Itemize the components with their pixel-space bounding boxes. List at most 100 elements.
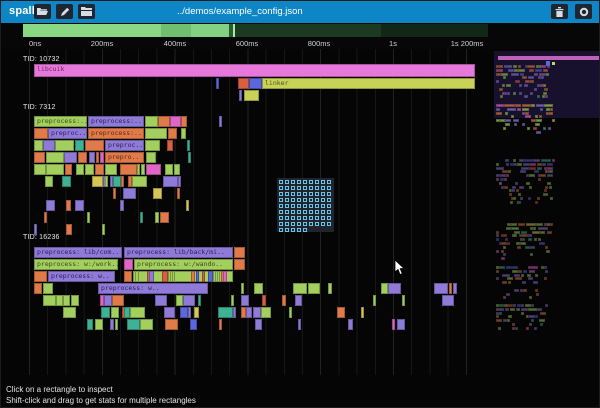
flame[interactable] [433, 283, 448, 294]
flame-bar[interactable]: linker [262, 78, 475, 89]
flame[interactable] [397, 319, 405, 330]
minimap[interactable] [542, 68, 548, 72]
flame[interactable] [154, 295, 168, 306]
minimap[interactable] [518, 68, 525, 72]
minimap[interactable] [520, 242, 527, 245]
flame[interactable] [113, 176, 122, 187]
minimap[interactable] [529, 80, 535, 84]
minimap[interactable] [515, 104, 522, 107]
minimap[interactable] [546, 162, 553, 166]
minimap[interactable] [507, 304, 513, 307]
flame-bar[interactable]: prepro.. [105, 152, 144, 163]
flame-bar[interactable] [244, 90, 259, 101]
flame-bar[interactable] [145, 116, 158, 127]
flame[interactable] [45, 152, 64, 163]
minimap[interactable] [512, 91, 516, 95]
flame-bar[interactable] [181, 128, 186, 139]
flame[interactable] [347, 319, 354, 330]
flame-bar[interactable] [234, 247, 245, 258]
flame[interactable] [86, 319, 93, 330]
minimap[interactable] [499, 119, 505, 123]
minimap[interactable] [498, 311, 503, 315]
minimap[interactable] [547, 230, 553, 234]
minimap[interactable] [536, 197, 540, 200]
flame-bar[interactable] [170, 116, 181, 127]
flame-bar[interactable]: preprocess:.. [34, 116, 87, 127]
minimap[interactable] [548, 111, 553, 115]
minimap[interactable] [545, 269, 549, 273]
minimap[interactable] [521, 107, 530, 111]
flamegraph-canvas[interactable]: TID: 10732 TID: 7312 TID: 16236 libcuik link… [1, 49, 599, 379]
minimap[interactable] [529, 253, 533, 257]
minimap[interactable] [518, 91, 523, 95]
minimap[interactable] [518, 185, 524, 189]
minimap[interactable] [530, 162, 537, 166]
flame[interactable] [42, 295, 56, 306]
minimap[interactable] [501, 84, 506, 87]
flame[interactable] [246, 307, 253, 318]
flame[interactable] [381, 283, 388, 294]
minimap[interactable] [518, 200, 522, 204]
minimap[interactable] [544, 166, 548, 170]
minimap[interactable] [543, 91, 548, 95]
minimap[interactable] [498, 242, 502, 245]
minimap[interactable] [524, 115, 532, 119]
minimap[interactable] [521, 304, 525, 307]
minimap[interactable] [531, 104, 536, 107]
minimap[interactable] [524, 111, 529, 115]
minimap[interactable] [520, 170, 526, 174]
flame[interactable] [153, 188, 162, 199]
minimap[interactable] [516, 107, 522, 111]
minimap[interactable] [530, 319, 535, 323]
minimap[interactable] [537, 174, 541, 178]
minimap[interactable] [528, 68, 532, 72]
flame-bar[interactable]: preprocess: lib/back/mi.. [124, 247, 233, 258]
flame[interactable] [61, 176, 71, 187]
flame[interactable] [241, 307, 246, 318]
minimap[interactable] [498, 266, 506, 269]
minimap[interactable] [537, 84, 541, 87]
minimap[interactable] [538, 242, 545, 245]
minimap[interactable] [543, 84, 547, 87]
flame[interactable] [218, 307, 233, 318]
minimap[interactable] [534, 170, 539, 174]
flame[interactable] [65, 200, 71, 211]
minimap[interactable] [496, 104, 504, 107]
minimap[interactable] [527, 76, 534, 80]
minimap[interactable] [504, 159, 510, 162]
flame-bar[interactable] [146, 152, 156, 163]
minimap[interactable] [507, 319, 511, 323]
minimap[interactable] [538, 319, 545, 323]
flame[interactable] [186, 140, 190, 151]
minimap[interactable] [511, 323, 515, 326]
minimap[interactable] [496, 277, 500, 281]
flame[interactable] [62, 295, 71, 306]
minimap[interactable] [535, 288, 539, 292]
flame-bar[interactable] [239, 90, 242, 101]
flame-bar[interactable]: preprocess: w.. [98, 283, 208, 294]
flame[interactable] [43, 212, 47, 223]
flame-bar[interactable] [34, 140, 43, 151]
minimap[interactable] [496, 72, 501, 76]
flame-bar[interactable] [34, 283, 42, 294]
flame[interactable] [178, 176, 182, 187]
minimap[interactable] [512, 234, 517, 238]
minimap[interactable] [540, 230, 546, 234]
minimap[interactable] [516, 200, 520, 204]
flame[interactable] [165, 319, 178, 330]
minimap[interactable] [521, 104, 531, 107]
minimap[interactable] [547, 223, 551, 226]
minimap[interactable] [538, 115, 542, 119]
minimap[interactable] [515, 277, 522, 281]
minimap[interactable] [502, 76, 506, 80]
flame[interactable] [441, 295, 455, 306]
minimap[interactable] [507, 107, 517, 111]
minimap[interactable] [544, 277, 548, 281]
minimap[interactable] [507, 242, 511, 245]
flame[interactable] [171, 271, 175, 282]
minimap[interactable] [540, 159, 552, 162]
minimap[interactable] [515, 242, 520, 245]
flame-bar[interactable] [43, 283, 53, 294]
minimap[interactable] [533, 238, 538, 242]
minimap[interactable] [546, 174, 553, 178]
